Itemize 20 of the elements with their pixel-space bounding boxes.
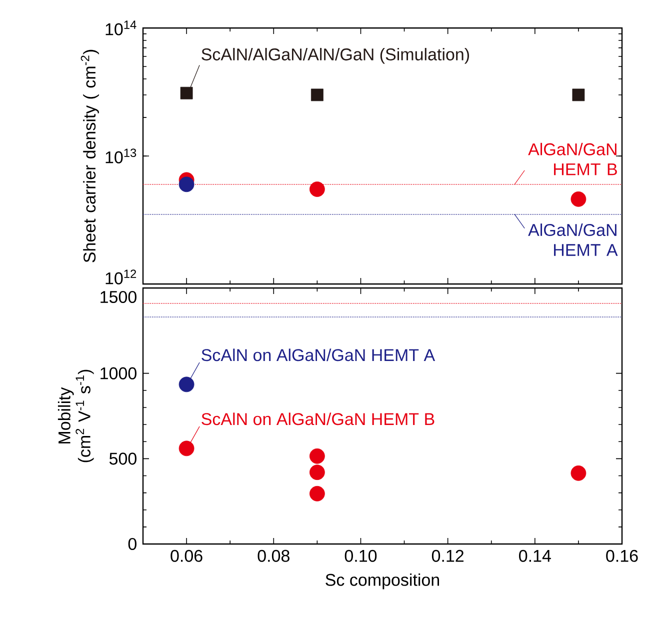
x-axis-title: Sc composition (326, 573, 439, 590)
ref-line-label: AlGaN/GaN HEMT B (528, 142, 617, 176)
series-label: ScAlN/AlGaN/AlN/GaN (Simulation) (202, 48, 469, 64)
y-tick-label: 10$^{12}$ (106, 270, 136, 284)
y-tick-label: 1000 (100, 367, 136, 380)
x-tick-label: 0.14 (519, 550, 551, 562)
x-tick-label: 0.06 (170, 550, 202, 562)
y-axis-title: Sheet carrier density ( cm$^{-2}$) (80, 50, 99, 262)
x-tick-label: 0.08 (258, 550, 290, 562)
series-label: ScAlN on AlGaN/GaN HEMT B (202, 412, 434, 426)
legend-label: AlGaN/GaN HEMT A (528, 224, 618, 256)
x-tick-label: 0.10 (344, 550, 377, 562)
series-label: ScAlN on AlGaN/GaN HEMT A (202, 348, 436, 362)
y-tick-label: 500 (109, 452, 136, 465)
y-tick-label: 10$^{14}$ (106, 20, 136, 36)
y-tick-label: 10$^{13}$ (106, 148, 136, 164)
y-tick-label: 0 (128, 538, 136, 550)
x-tick-label: 0.16 (606, 550, 638, 562)
x-tick-label: 0.12 (432, 550, 464, 562)
y-tick-label: 1500 (100, 290, 136, 304)
